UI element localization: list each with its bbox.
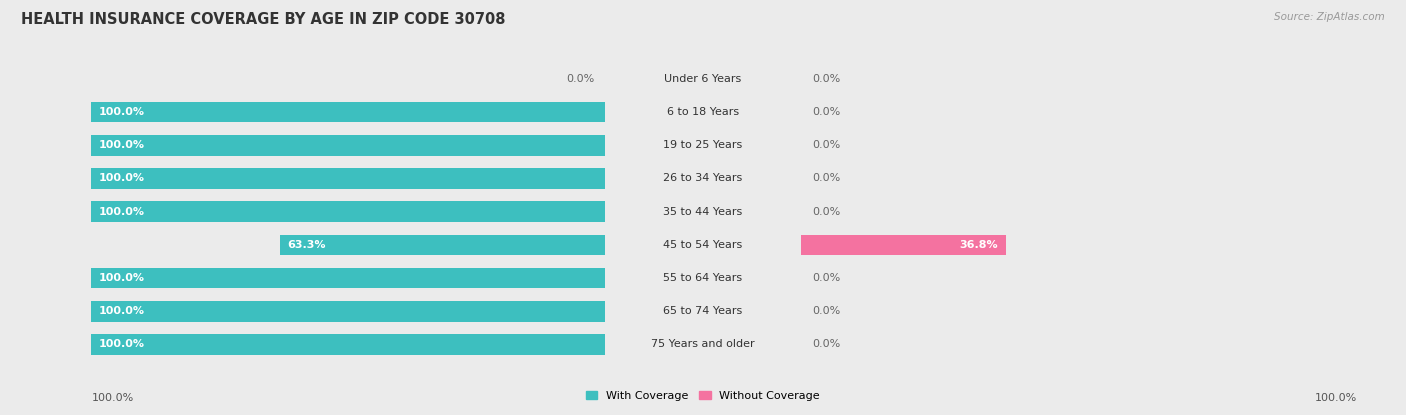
Bar: [280, 234, 605, 255]
Legend: With Coverage, Without Coverage: With Coverage, Without Coverage: [582, 386, 824, 405]
Text: 6 to 18 Years: 6 to 18 Years: [666, 107, 740, 117]
Text: 0.0%: 0.0%: [813, 306, 841, 316]
Text: 0.0%: 0.0%: [567, 74, 595, 84]
Text: 0.0%: 0.0%: [813, 107, 841, 117]
Text: 0.0%: 0.0%: [813, 173, 841, 183]
Text: 100.0%: 100.0%: [91, 393, 134, 403]
Text: 0.0%: 0.0%: [813, 207, 841, 217]
Text: 63.3%: 63.3%: [287, 240, 326, 250]
Text: 100.0%: 100.0%: [1315, 393, 1357, 403]
Text: 100.0%: 100.0%: [98, 339, 145, 349]
Text: 0.0%: 0.0%: [813, 140, 841, 150]
Text: Under 6 Years: Under 6 Years: [665, 74, 741, 84]
Text: 26 to 34 Years: 26 to 34 Years: [664, 173, 742, 183]
Text: 65 to 74 Years: 65 to 74 Years: [664, 306, 742, 316]
Text: 19 to 25 Years: 19 to 25 Years: [664, 140, 742, 150]
Text: 100.0%: 100.0%: [98, 306, 145, 316]
Text: 36.8%: 36.8%: [959, 240, 997, 250]
Text: 0.0%: 0.0%: [813, 74, 841, 84]
Text: 55 to 64 Years: 55 to 64 Years: [664, 273, 742, 283]
Text: 75 Years and older: 75 Years and older: [651, 339, 755, 349]
Text: 100.0%: 100.0%: [98, 173, 145, 183]
Text: 100.0%: 100.0%: [98, 207, 145, 217]
Bar: [801, 234, 1005, 255]
Text: 45 to 54 Years: 45 to 54 Years: [664, 240, 742, 250]
Text: 0.0%: 0.0%: [813, 273, 841, 283]
Text: 0.0%: 0.0%: [813, 339, 841, 349]
Text: 100.0%: 100.0%: [98, 107, 145, 117]
Text: 100.0%: 100.0%: [98, 140, 145, 150]
Text: 35 to 44 Years: 35 to 44 Years: [664, 207, 742, 217]
Text: 100.0%: 100.0%: [98, 273, 145, 283]
Text: HEALTH INSURANCE COVERAGE BY AGE IN ZIP CODE 30708: HEALTH INSURANCE COVERAGE BY AGE IN ZIP …: [21, 12, 506, 27]
Text: Source: ZipAtlas.com: Source: ZipAtlas.com: [1274, 12, 1385, 22]
